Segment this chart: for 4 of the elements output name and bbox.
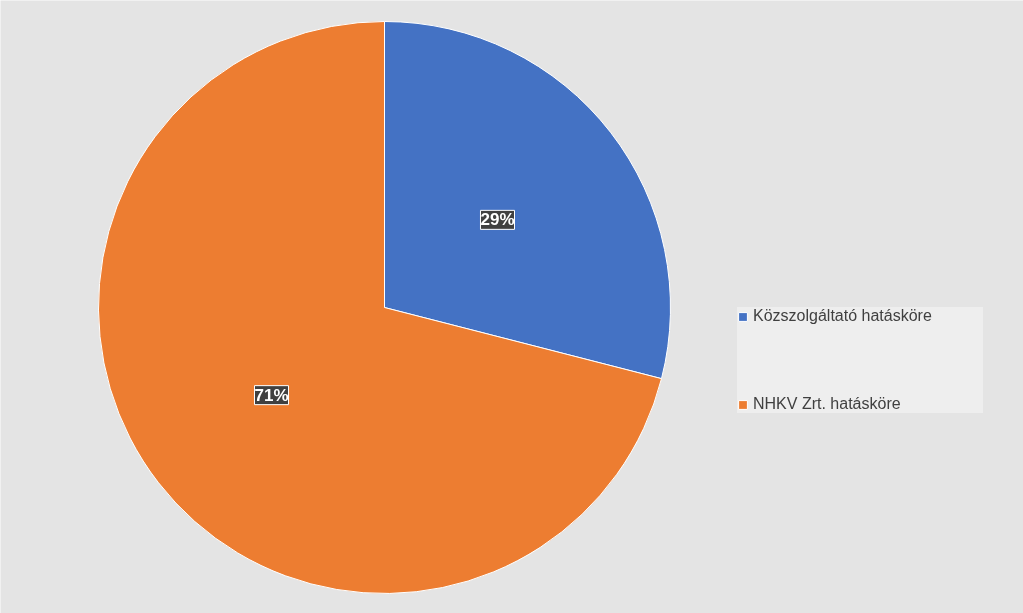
data-label: 29% [480,210,515,230]
data-label: 71% [254,385,289,405]
legend-label: Közszolgáltató hatásköre [753,307,933,325]
legend-label: NHKV Zrt. hatásköre [753,395,902,413]
